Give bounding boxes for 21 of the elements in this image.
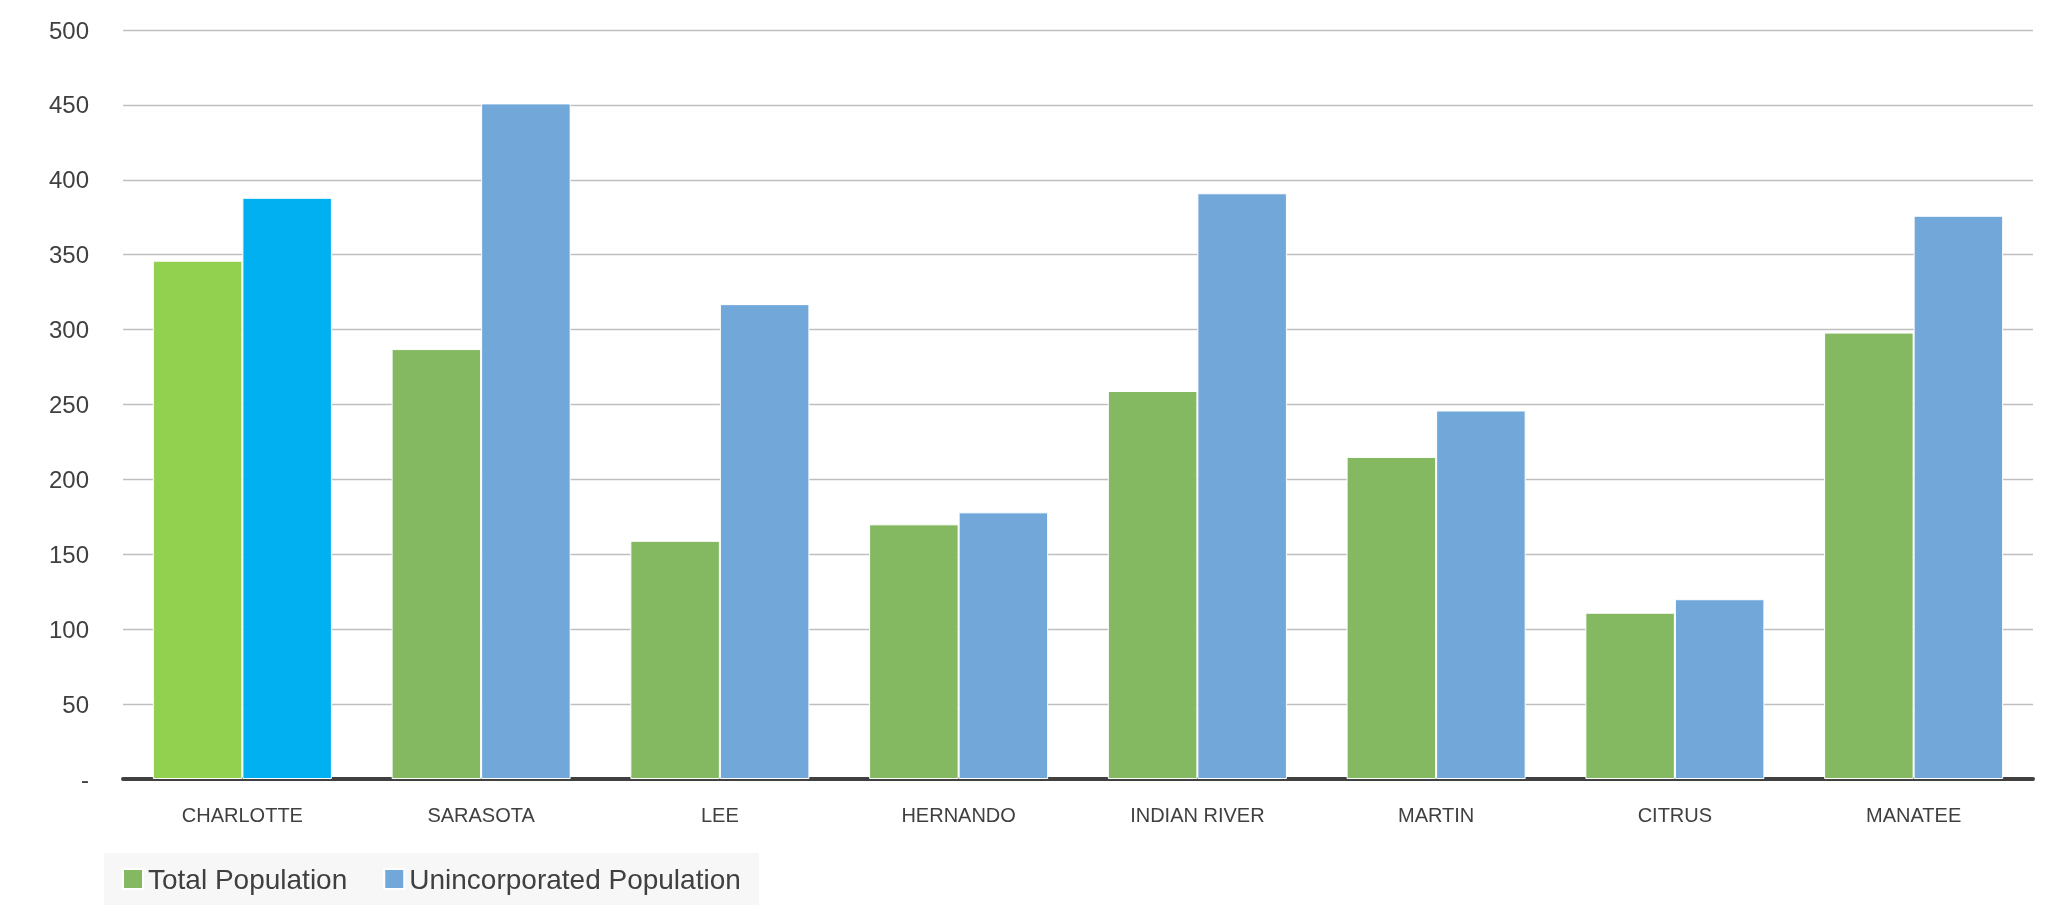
legend-label: Unincorporated Population <box>409 863 741 895</box>
x-tick-label: SARASOTA <box>427 804 536 826</box>
y-tick-label: 200 <box>48 465 89 493</box>
x-tick-label: CHARLOTTE <box>181 804 303 826</box>
y-tick-label: - <box>81 765 89 793</box>
y-tick-label: 50 <box>62 690 89 718</box>
x-tick-label: CITRUS <box>1637 804 1713 826</box>
legend-label: Total Population <box>148 863 348 895</box>
y-tick-label: 500 <box>48 16 89 44</box>
y-tick-label: 450 <box>48 91 89 119</box>
x-tick-label: LEE <box>700 804 739 826</box>
x-tick-label: INDIAN RIVER <box>1130 804 1265 826</box>
y-tick-label: 250 <box>48 391 89 418</box>
x-tick-label: MANATEE <box>1866 804 1962 826</box>
y-tick-label: 100 <box>48 615 89 643</box>
x-tick-label: HERNANDO <box>901 804 1016 826</box>
y-tick-label: 300 <box>48 316 89 344</box>
y-tick-label: 400 <box>48 166 89 194</box>
x-tick-label: MARTIN <box>1397 804 1475 826</box>
y-tick-label: 350 <box>48 241 89 269</box>
y-tick-label: 150 <box>48 540 89 568</box>
